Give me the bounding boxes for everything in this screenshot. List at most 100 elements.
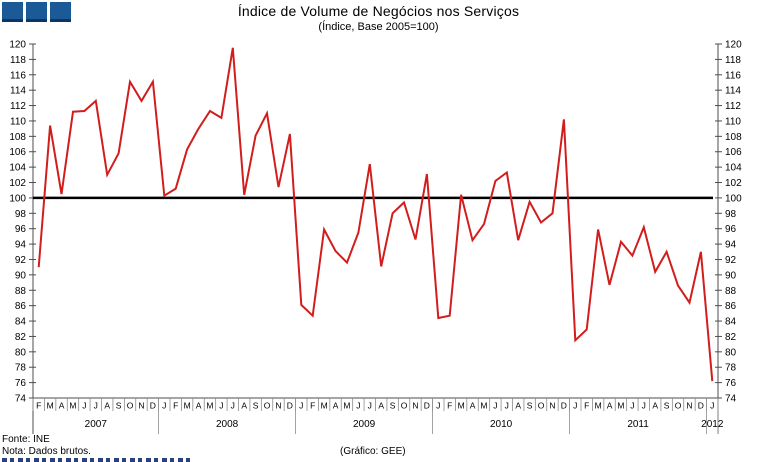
y-tick-label-right: 80 <box>725 347 737 358</box>
credit-note: (Gráfico: GEE) <box>340 446 406 457</box>
logo <box>2 2 71 22</box>
month-label: D <box>698 401 704 411</box>
y-tick-label-left: 100 <box>9 193 26 204</box>
month-label: O <box>675 401 682 411</box>
month-label: A <box>196 401 202 411</box>
month-label: J <box>82 401 86 411</box>
month-label: D <box>287 401 293 411</box>
month-label: A <box>104 401 110 411</box>
y-tick-label-right: 90 <box>725 270 737 281</box>
month-label: N <box>549 401 555 411</box>
y-tick-label-left: 116 <box>10 70 26 81</box>
month-label: S <box>253 401 259 411</box>
y-tick-label-right: 110 <box>725 116 741 127</box>
year-label: 2011 <box>627 419 649 430</box>
data-note: Nota: Dados brutos. <box>2 446 91 457</box>
month-label: A <box>607 401 613 411</box>
month-label: J <box>219 401 223 411</box>
y-tick-label-right: 118 <box>725 55 741 66</box>
y-tick-label-left: 82 <box>15 332 27 343</box>
y-tick-label-left: 80 <box>15 347 27 358</box>
logo-square <box>50 2 71 22</box>
month-label: M <box>69 401 76 411</box>
y-tick-label-right: 112 <box>725 101 741 112</box>
month-label: A <box>515 401 521 411</box>
logo-square <box>26 2 47 22</box>
y-tick-label-left: 112 <box>10 101 26 112</box>
month-label: O <box>538 401 545 411</box>
month-label: S <box>527 401 533 411</box>
y-tick-label-left: 114 <box>10 86 26 97</box>
clipped-text-line <box>2 458 190 462</box>
year-label: 2012 <box>701 419 724 430</box>
month-label: D <box>150 401 156 411</box>
y-tick-label-right: 102 <box>725 178 742 189</box>
y-tick-label-left: 76 <box>15 378 27 389</box>
year-label: 2007 <box>85 419 108 430</box>
y-tick-label-right: 116 <box>725 70 741 81</box>
month-label: J <box>94 401 98 411</box>
month-label: F <box>584 401 589 411</box>
y-tick-label-left: 106 <box>9 147 26 158</box>
month-label: M <box>480 401 487 411</box>
year-label: 2010 <box>490 419 513 430</box>
y-tick-label-left: 118 <box>10 55 26 66</box>
month-label: S <box>116 401 122 411</box>
series-line <box>37 47 714 382</box>
y-tick-label-right: 100 <box>725 193 742 204</box>
month-label: O <box>127 401 134 411</box>
y-tick-label-left: 78 <box>15 363 27 374</box>
y-tick-label-left: 88 <box>15 286 27 297</box>
month-label: J <box>356 401 360 411</box>
y-tick-label-left: 108 <box>9 132 26 143</box>
y-tick-label-left: 94 <box>15 240 27 251</box>
month-label: M <box>617 401 624 411</box>
y-tick-label-right: 120 <box>725 40 742 51</box>
year-label: 2008 <box>216 419 239 430</box>
chart-title: Índice de Volume de Negócios nos Serviço… <box>237 3 520 19</box>
month-label: F <box>310 401 315 411</box>
chart-subtitle: (Índice, Base 2005=100) <box>318 21 439 33</box>
month-label: D <box>424 401 430 411</box>
logo-square <box>2 2 23 22</box>
y-tick-label-left: 84 <box>15 317 27 328</box>
month-label: M <box>321 401 328 411</box>
y-tick-label-right: 114 <box>725 86 741 97</box>
month-label: M <box>184 401 191 411</box>
month-label: O <box>264 401 271 411</box>
month-label: J <box>368 401 372 411</box>
month-label: A <box>241 401 247 411</box>
month-label: N <box>686 401 692 411</box>
month-label: S <box>664 401 670 411</box>
month-label: J <box>630 401 634 411</box>
y-tick-label-right: 76 <box>725 378 737 389</box>
month-label: N <box>275 401 281 411</box>
month-label: A <box>333 401 339 411</box>
y-tick-label-right: 92 <box>725 255 737 266</box>
month-label: M <box>458 401 465 411</box>
y-tick-label-right: 94 <box>725 240 737 251</box>
y-tick-label-right: 108 <box>725 132 742 143</box>
y-tick-label-left: 90 <box>15 270 27 281</box>
month-label: J <box>436 401 440 411</box>
y-tick-label-left: 86 <box>15 301 27 312</box>
month-label: J <box>573 401 577 411</box>
month-label: F <box>173 401 178 411</box>
month-label: J <box>299 401 303 411</box>
month-label: M <box>343 401 350 411</box>
month-label: M <box>595 401 602 411</box>
month-label: D <box>561 401 567 411</box>
month-label: M <box>47 401 54 411</box>
y-tick-label-right: 82 <box>725 332 737 343</box>
y-tick-label-left: 96 <box>15 224 27 235</box>
month-label: F <box>36 401 41 411</box>
month-label: J <box>710 401 714 411</box>
month-label: J <box>642 401 646 411</box>
source-note: Fonte: INE <box>2 434 50 445</box>
y-tick-label-left: 92 <box>15 255 27 266</box>
month-label: A <box>470 401 476 411</box>
month-label: S <box>390 401 396 411</box>
month-label: N <box>138 401 144 411</box>
